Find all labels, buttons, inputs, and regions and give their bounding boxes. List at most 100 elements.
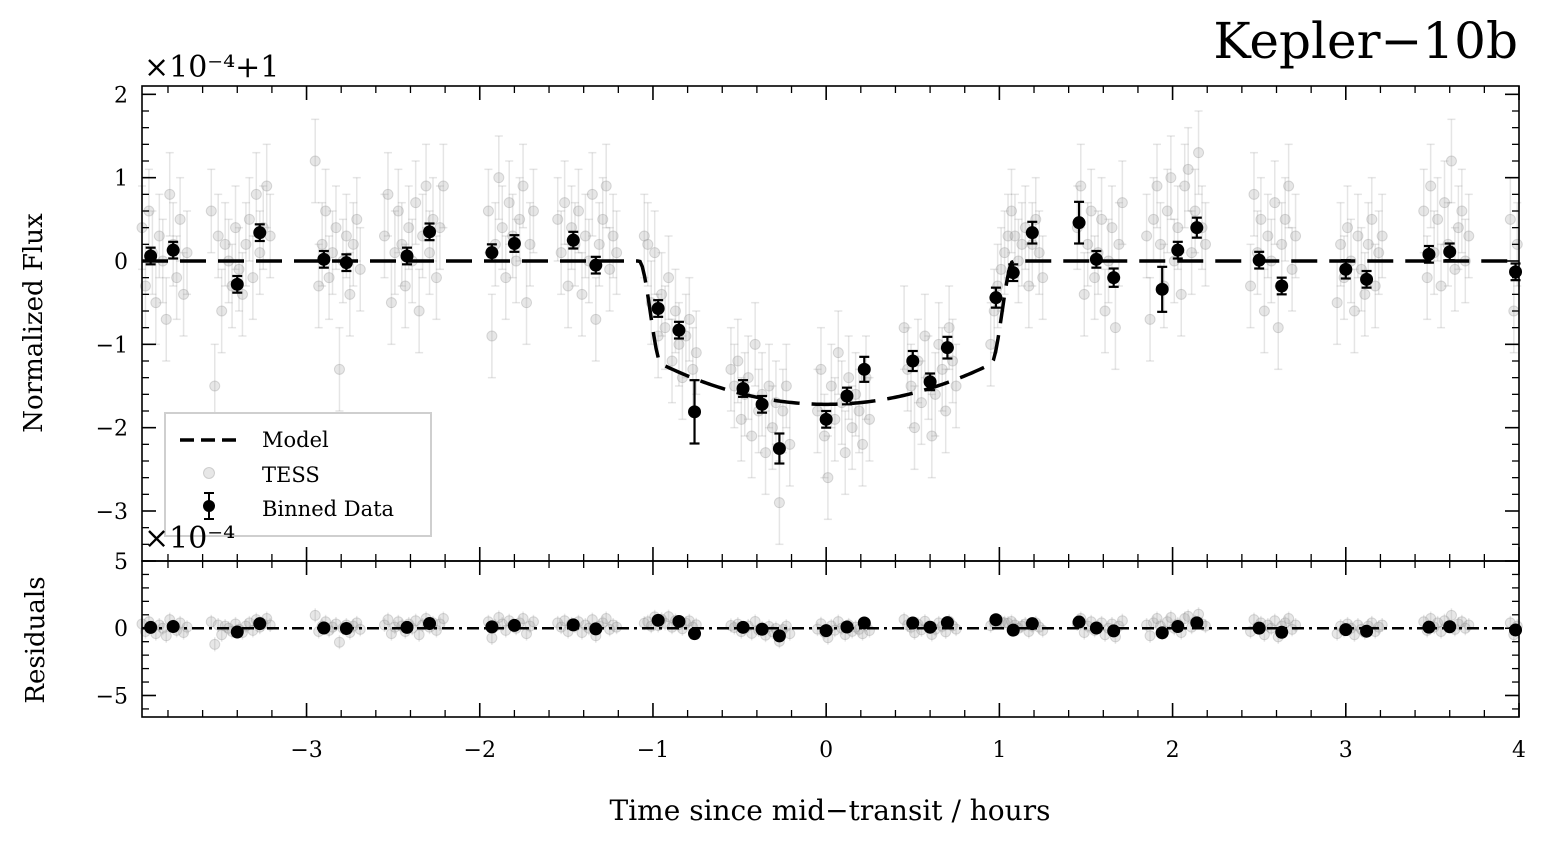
tess-point xyxy=(427,176,439,262)
tess-point xyxy=(205,168,217,254)
tess-residual-point xyxy=(385,626,397,641)
tess-point xyxy=(1193,110,1205,196)
tess-point xyxy=(611,210,623,296)
binned-point xyxy=(1339,259,1353,280)
binned-point xyxy=(1089,249,1103,269)
binned-point xyxy=(144,246,158,266)
tess-residual-point xyxy=(216,627,228,642)
tess-residual-point xyxy=(209,637,221,652)
tess-point xyxy=(1269,160,1281,246)
tess-residual-point xyxy=(552,615,564,630)
legend-binned-swatch xyxy=(203,492,215,520)
flux-y-tick-label: 0 xyxy=(114,250,128,275)
binned-residual-point xyxy=(1252,621,1266,635)
tess-point xyxy=(1182,126,1194,212)
legend-model-label: Model xyxy=(262,428,329,452)
tess-point xyxy=(666,318,678,404)
tess-point xyxy=(219,201,231,287)
residual-y-tick-label: 0 xyxy=(114,617,128,642)
binned-point xyxy=(755,394,769,414)
tess-residual-point xyxy=(1078,625,1090,640)
tess-point xyxy=(1016,201,1028,287)
tess-point xyxy=(1418,168,1430,254)
tess-point xyxy=(1148,176,1160,262)
flux-ylabel: Normalized Flux xyxy=(19,213,49,433)
tess-point xyxy=(178,251,190,337)
tess-point xyxy=(638,193,650,279)
binned-residual-point xyxy=(485,620,499,634)
tess-point xyxy=(586,151,598,237)
tess-point xyxy=(230,185,242,271)
tess-point xyxy=(763,343,775,429)
tess-point xyxy=(642,201,654,287)
flux-y-tick-label: −3 xyxy=(96,500,128,525)
tess-residual-point xyxy=(909,625,921,640)
tess-residual-point xyxy=(1144,628,1156,643)
tess-residual-point xyxy=(780,619,792,634)
tess-point xyxy=(863,376,875,462)
tess-point xyxy=(562,243,574,329)
binned-residual-point xyxy=(736,620,750,634)
tess-point xyxy=(649,210,661,296)
tess-point xyxy=(1245,243,1257,329)
tess-point xyxy=(780,343,792,429)
binned-residual-point xyxy=(1107,624,1121,638)
tess-residual-point xyxy=(663,609,675,624)
binned-point xyxy=(423,222,437,242)
tess-residual-point xyxy=(517,611,529,626)
tess-point xyxy=(607,193,619,279)
binned-residual-point xyxy=(688,627,702,641)
tess-point xyxy=(1283,143,1295,229)
flux-y-tick-label: −2 xyxy=(96,417,128,442)
binned-points-flux xyxy=(144,200,1523,465)
tess-point xyxy=(656,251,668,337)
tess-residual-point xyxy=(333,635,345,650)
binned-residual-point xyxy=(1089,621,1103,635)
binned-residual-point xyxy=(1171,619,1185,633)
binned-point xyxy=(166,240,180,260)
tess-point xyxy=(1369,243,1381,329)
tess-point xyxy=(555,210,567,296)
tess-residual-point xyxy=(413,627,425,642)
tess-point xyxy=(822,435,834,521)
tess-point xyxy=(1144,276,1156,362)
legend-tess-swatch xyxy=(203,467,215,479)
tess-point xyxy=(1165,135,1177,221)
tess-point xyxy=(1109,285,1121,371)
tess-point xyxy=(1037,235,1049,321)
tess-point xyxy=(683,276,695,362)
residuals-offset-label: ×10⁻⁴ xyxy=(144,521,235,556)
binned-residual-point xyxy=(923,620,937,634)
tess-point xyxy=(327,210,339,296)
tess-point xyxy=(1373,210,1385,296)
binned-point xyxy=(1107,267,1121,288)
tess-point xyxy=(347,201,359,287)
binned-point xyxy=(253,223,267,243)
x-tick-labels: −3 −2 −1 0 1 2 3 4 xyxy=(290,738,1526,763)
tess-point xyxy=(1290,193,1302,279)
tess-point xyxy=(1154,201,1166,287)
residuals-panel: −5 0 5 ×10⁻⁴ Residuals xyxy=(21,521,1523,718)
flux-y-tick-label: 1 xyxy=(114,167,128,192)
tess-point xyxy=(330,185,342,271)
binned-point xyxy=(566,230,580,250)
binned-residual-point xyxy=(253,617,267,631)
tess-point xyxy=(153,193,165,279)
residuals-panel-frame xyxy=(141,560,1520,718)
binned-point xyxy=(230,274,244,294)
binned-point xyxy=(1155,265,1169,313)
tess-point xyxy=(1359,251,1371,337)
binned-residual-point xyxy=(1190,616,1204,630)
binned-residual-point xyxy=(423,617,437,631)
binned-residual-point xyxy=(651,613,665,627)
tess-point xyxy=(261,143,273,229)
tess-residual-point xyxy=(181,620,193,635)
binned-residual-point xyxy=(230,625,244,639)
tess-point xyxy=(430,235,442,321)
tess-point xyxy=(236,251,248,337)
x-tick-label: 3 xyxy=(1339,738,1353,763)
tess-point xyxy=(1452,185,1464,271)
tess-point xyxy=(552,176,564,262)
tess-residual-point xyxy=(1151,611,1163,626)
tess-point xyxy=(725,326,737,412)
